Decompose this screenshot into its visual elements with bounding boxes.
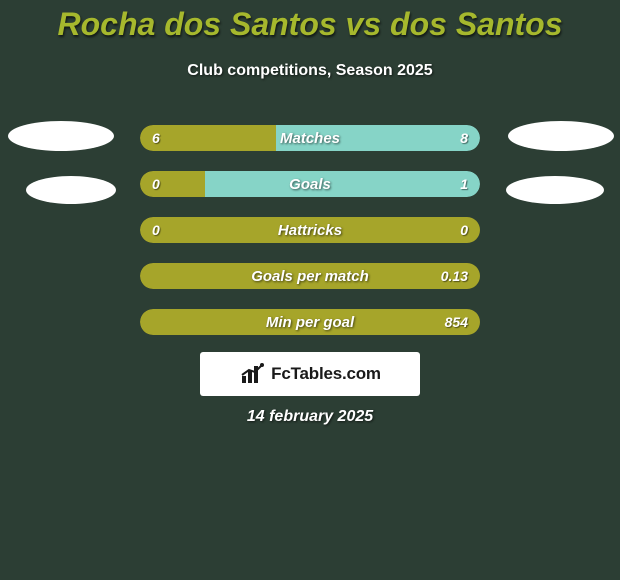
- avatar-2: [508, 121, 614, 151]
- stat-label: Goals per match: [140, 263, 480, 289]
- page-subtitle: Club competitions, Season 2025: [0, 62, 620, 80]
- stat-label: Hattricks: [140, 217, 480, 243]
- bars-icon: [239, 362, 267, 386]
- stat-label: Matches: [140, 125, 480, 151]
- avatar-1: [8, 121, 114, 151]
- stat-row-goals-per-match: 0.13Goals per match: [140, 263, 480, 289]
- source-logo: FcTables.com: [200, 352, 420, 396]
- avatar-4: [506, 176, 604, 204]
- stat-row-hattricks: 00Hattricks: [140, 217, 480, 243]
- stat-row-matches: 68Matches: [140, 125, 480, 151]
- date-text: 14 february 2025: [0, 408, 620, 426]
- stat-label: Goals: [140, 171, 480, 197]
- logo-text: FcTables.com: [271, 364, 381, 384]
- avatar-3: [26, 176, 116, 204]
- page-title: Rocha dos Santos vs dos Santos: [0, 6, 620, 43]
- stat-row-min-per-goal: 854Min per goal: [140, 309, 480, 335]
- comparison-rows: 68Matches 01Goals 00Hattricks 0.13Goals per…: [140, 125, 480, 355]
- stat-row-goals: 01Goals: [140, 171, 480, 197]
- stat-label: Min per goal: [140, 309, 480, 335]
